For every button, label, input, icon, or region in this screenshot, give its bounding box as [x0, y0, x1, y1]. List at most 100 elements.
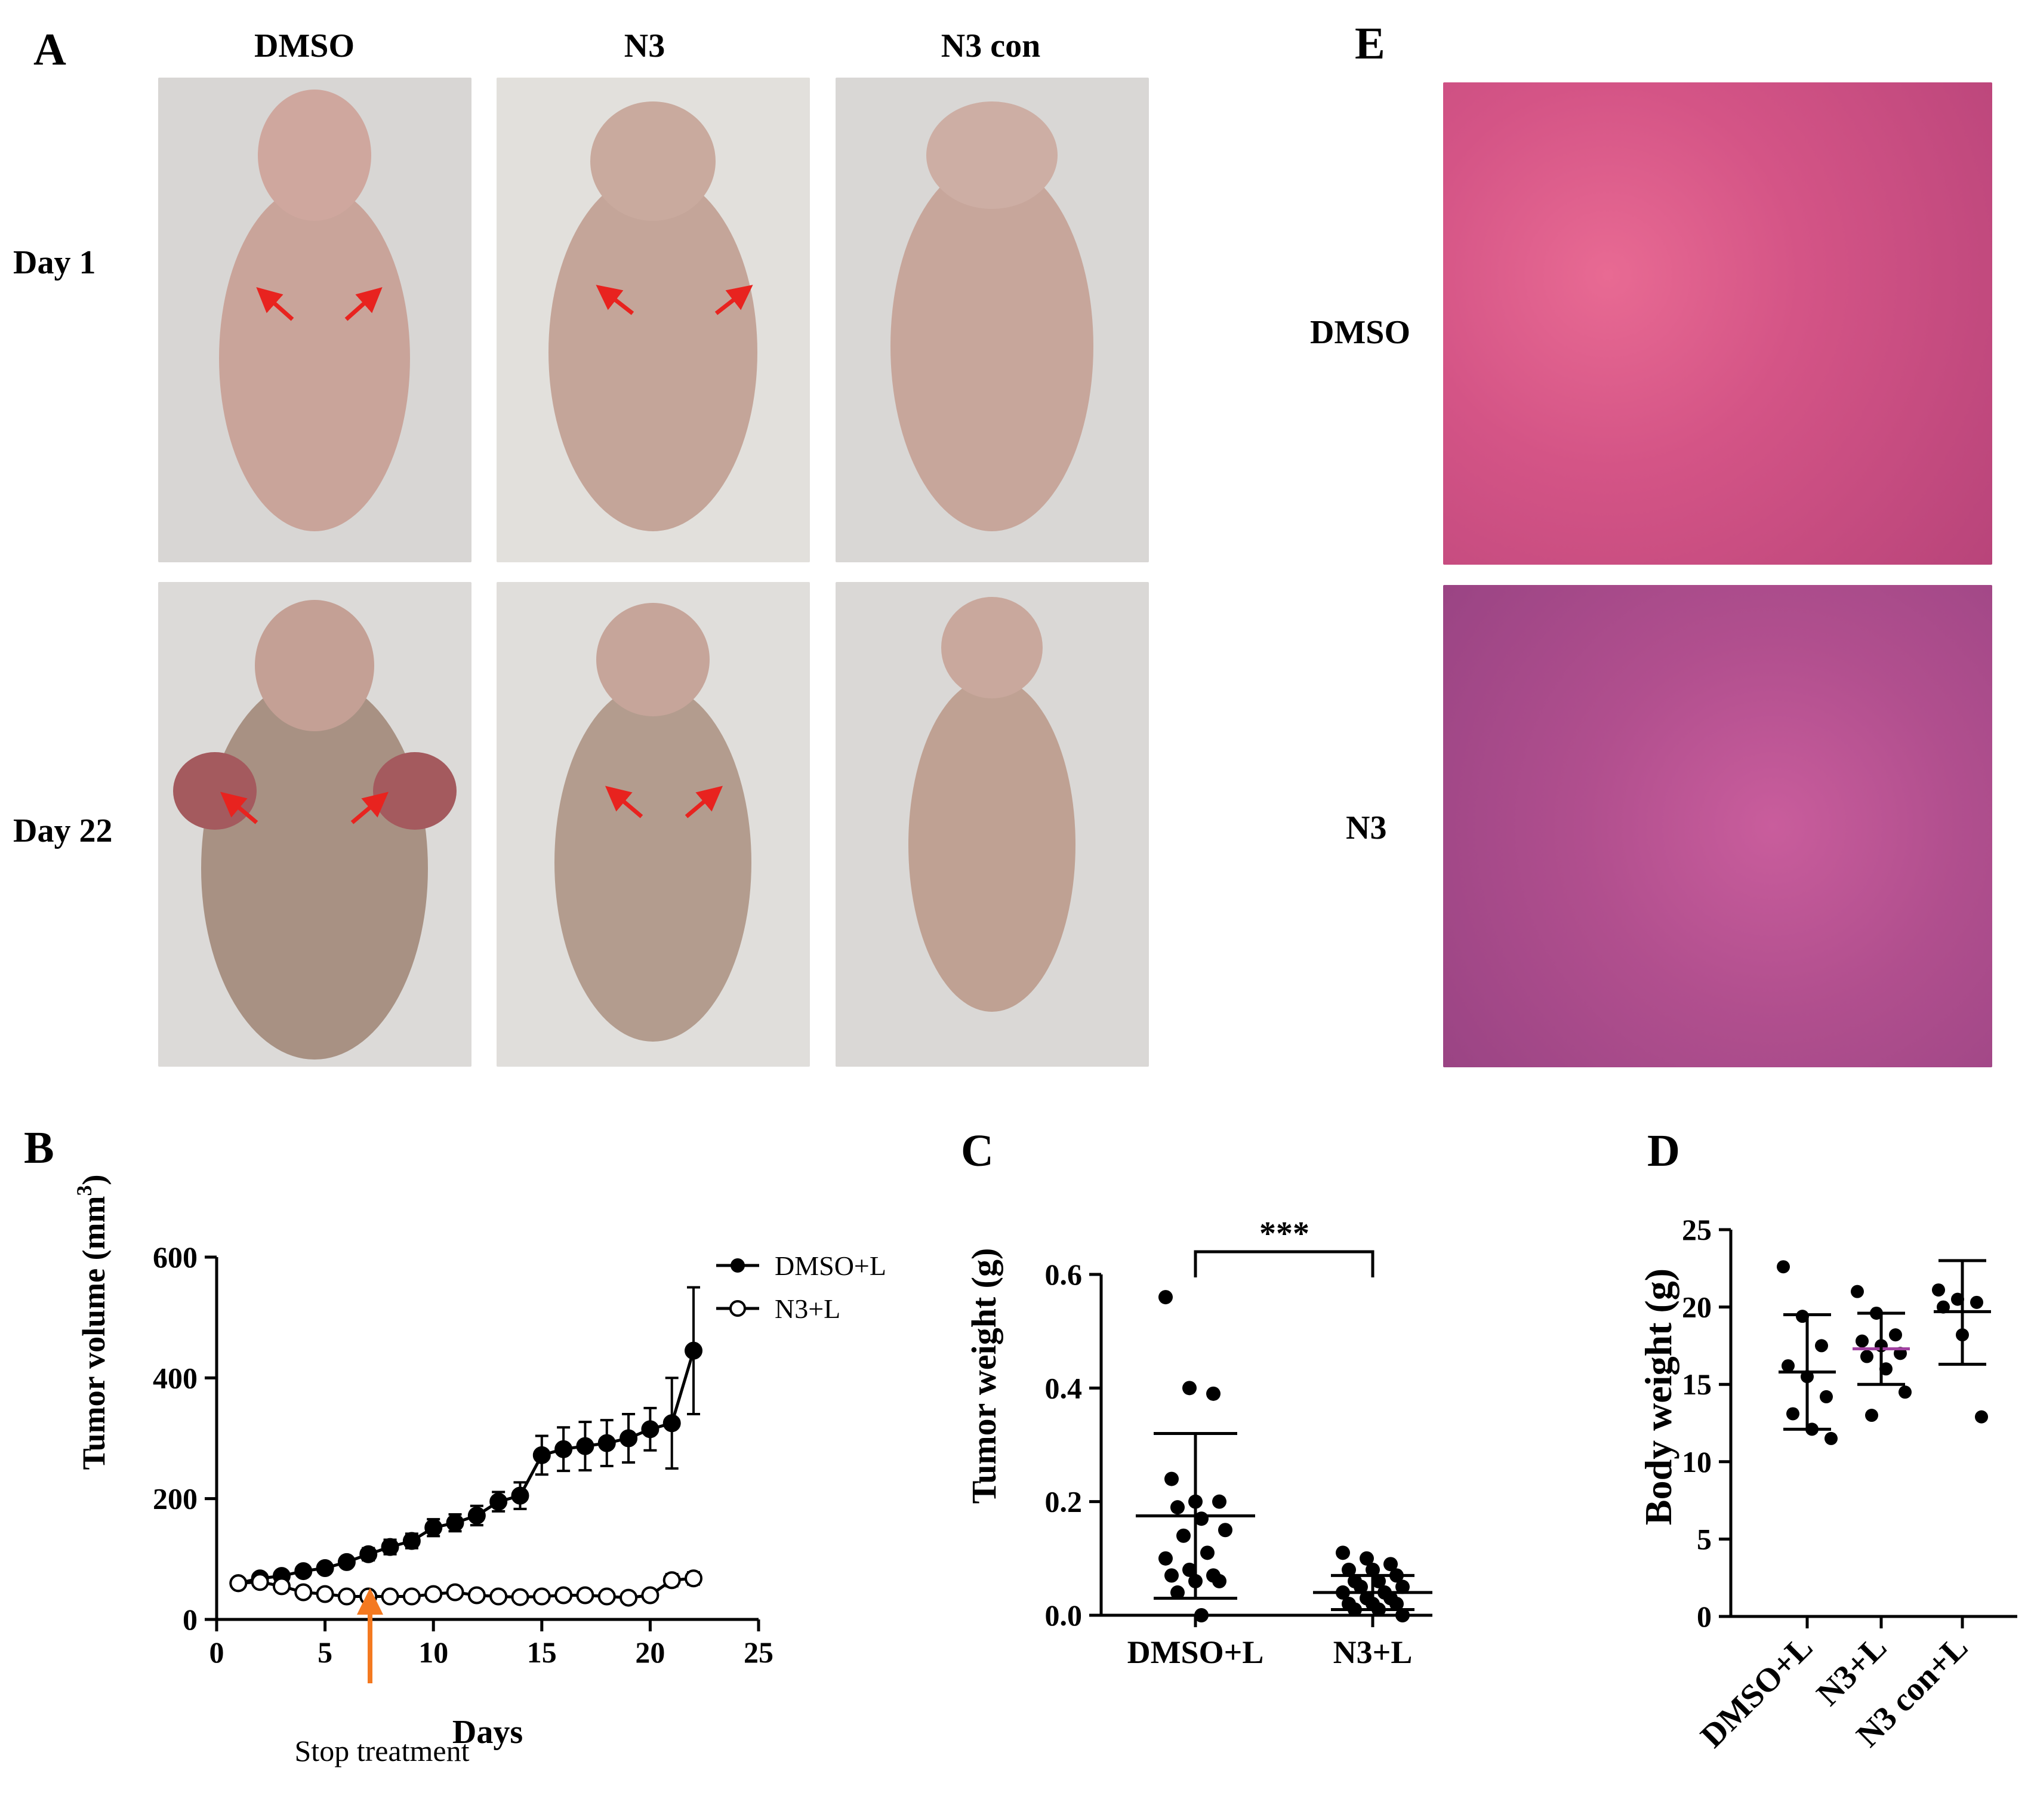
chart-c-point: [1342, 1562, 1356, 1577]
significance-bracket: [1194, 1250, 1374, 1277]
chart-b-point-dmso-l: [337, 1553, 356, 1571]
legend-label-n3-l: N3+L: [775, 1294, 840, 1324]
chart-b-x-tick-label: 15: [527, 1636, 557, 1669]
chart-c-point: [1200, 1545, 1215, 1560]
chart-b-series-line: [238, 1350, 695, 1585]
chart-b-point-n3-l: [576, 1586, 594, 1605]
chart-d-point: [1970, 1295, 1983, 1309]
chart-c-point: [1164, 1568, 1179, 1583]
chart-b-y-tick-label: 0: [183, 1603, 198, 1636]
chart-b-point-dmso-l: [381, 1538, 399, 1556]
chart-b-point-n3-l: [424, 1585, 443, 1603]
chart-c-point: [1389, 1596, 1404, 1611]
chart-b-point-n3-l: [381, 1587, 399, 1606]
mouse-photo-dmso-day22: [158, 582, 471, 1067]
mouse-photo-n3con-day1: [836, 78, 1149, 562]
chart-c-point: [1212, 1494, 1226, 1509]
chart-d-y-tick-label: 25: [1682, 1213, 1712, 1246]
stop-treatment-label: Stop treatment: [295, 1734, 470, 1767]
chart-c-point: [1182, 1562, 1197, 1577]
chart-d-point: [1782, 1359, 1795, 1373]
chart-b-point-n3-l: [554, 1586, 573, 1605]
chart-c-category-label: N3+L: [1333, 1634, 1413, 1670]
chart-b-point-dmso-l: [467, 1506, 486, 1525]
histology-image-dmso: [1443, 82, 1992, 565]
chart-c-point: [1176, 1528, 1191, 1543]
mouse-photo-n3con-day22: [836, 582, 1149, 1067]
chart-d-point: [1899, 1385, 1912, 1399]
chart-b-y-tick-label: 400: [153, 1361, 198, 1394]
chart-c-point: [1170, 1500, 1185, 1515]
chart-b-point-dmso-l: [620, 1429, 638, 1448]
chart-c-point: [1182, 1381, 1197, 1396]
chart-b-point-dmso-l: [641, 1420, 659, 1439]
chart-c-point: [1336, 1545, 1350, 1560]
histology-row-label-n3: N3: [1346, 809, 1387, 846]
chart-d-ylabel: Body weight (g): [1637, 1268, 1679, 1525]
chart-b-point-n3-l: [597, 1587, 616, 1606]
chart-d-point: [1815, 1339, 1828, 1353]
chart-c-y-tick-label: 0.6: [1045, 1258, 1083, 1291]
panel-label-d: D: [1647, 1126, 1680, 1176]
chart-b-point-dmso-l: [576, 1437, 594, 1455]
chart-c-y-tick-label: 0.4: [1045, 1371, 1083, 1405]
chart-d-point: [1860, 1350, 1873, 1363]
chart-c-point: [1372, 1573, 1386, 1588]
column-title-n3-con: N3 con: [941, 27, 1041, 64]
panel-label-c: C: [961, 1126, 994, 1176]
chart-c-point: [1158, 1290, 1173, 1305]
chart-c-y-tick-label: 0.0: [1045, 1599, 1083, 1632]
chart-d-point: [1975, 1410, 1988, 1424]
chart-d-point: [1865, 1409, 1878, 1422]
chart-b-point-n3-l: [446, 1583, 464, 1602]
chart-d-y-tick-label: 20: [1682, 1291, 1712, 1324]
chart-b-point-dmso-l: [662, 1414, 681, 1433]
chart-c-point: [1360, 1551, 1374, 1566]
chart-b-legend: DMSO+L N3+L: [716, 1251, 886, 1324]
chart-b-point-dmso-l: [316, 1559, 334, 1578]
chart-d-point: [1856, 1334, 1869, 1348]
panel-label-e: E: [1355, 19, 1385, 69]
chart-b-point-n3-l: [489, 1587, 508, 1606]
legend-marker-dmso-l: [731, 1258, 745, 1273]
chart-c-point: [1206, 1386, 1221, 1401]
chart-b-point-dmso-l: [294, 1562, 313, 1581]
chart-b-point-n3-l: [251, 1573, 269, 1591]
chart-b-point-n3-l: [337, 1587, 356, 1606]
chart-b-point-dmso-l: [402, 1532, 421, 1550]
chart-d-point: [1777, 1260, 1790, 1274]
chart-b-point-n3-l: [685, 1569, 703, 1588]
chart-c-ylabel: Tumor weight (g): [964, 1248, 1003, 1504]
chart-b-x-tick-label: 25: [744, 1636, 773, 1669]
chart-d-point: [1932, 1283, 1945, 1297]
chart-c-point: [1158, 1551, 1173, 1566]
chart-b-point-n3-l: [641, 1586, 659, 1605]
chart-d-y-tick-label: 10: [1682, 1445, 1712, 1479]
chart-c-point: [1366, 1562, 1380, 1577]
legend-marker-n3-l: [729, 1300, 746, 1317]
chart-b-point-dmso-l: [446, 1514, 464, 1532]
chart-b-y-tick-label: 600: [153, 1240, 198, 1274]
chart-d-category-label: DMSO+L: [1694, 1628, 1820, 1755]
chart-d-point: [1820, 1390, 1833, 1403]
chart-d-y-tick-label: 5: [1697, 1522, 1712, 1556]
chart-b-point-dmso-l: [359, 1545, 378, 1563]
chart-b-point-n3-l: [662, 1571, 681, 1590]
chart-b-x-tick-label: 0: [209, 1636, 224, 1669]
column-title-n3: N3: [624, 27, 665, 64]
chart-b-point-dmso-l: [424, 1519, 443, 1537]
chart-b-x-tick-label: 10: [418, 1636, 448, 1669]
chart-b-point-dmso-l: [554, 1440, 573, 1458]
column-title-dmso: DMSO: [254, 27, 355, 64]
chart-c-point: [1170, 1585, 1185, 1600]
chart-b-point-dmso-l: [511, 1486, 529, 1505]
chart-b-point-n3-l: [229, 1574, 248, 1593]
chart-b-point-n3-l: [532, 1587, 551, 1606]
row-label-day-22: Day 22: [13, 812, 113, 849]
chart-b-series-line: [238, 1576, 694, 1600]
chart-b-point-n3-l: [402, 1587, 421, 1606]
significance-label: ***: [1259, 1215, 1309, 1252]
chart-c-point: [1218, 1523, 1232, 1538]
